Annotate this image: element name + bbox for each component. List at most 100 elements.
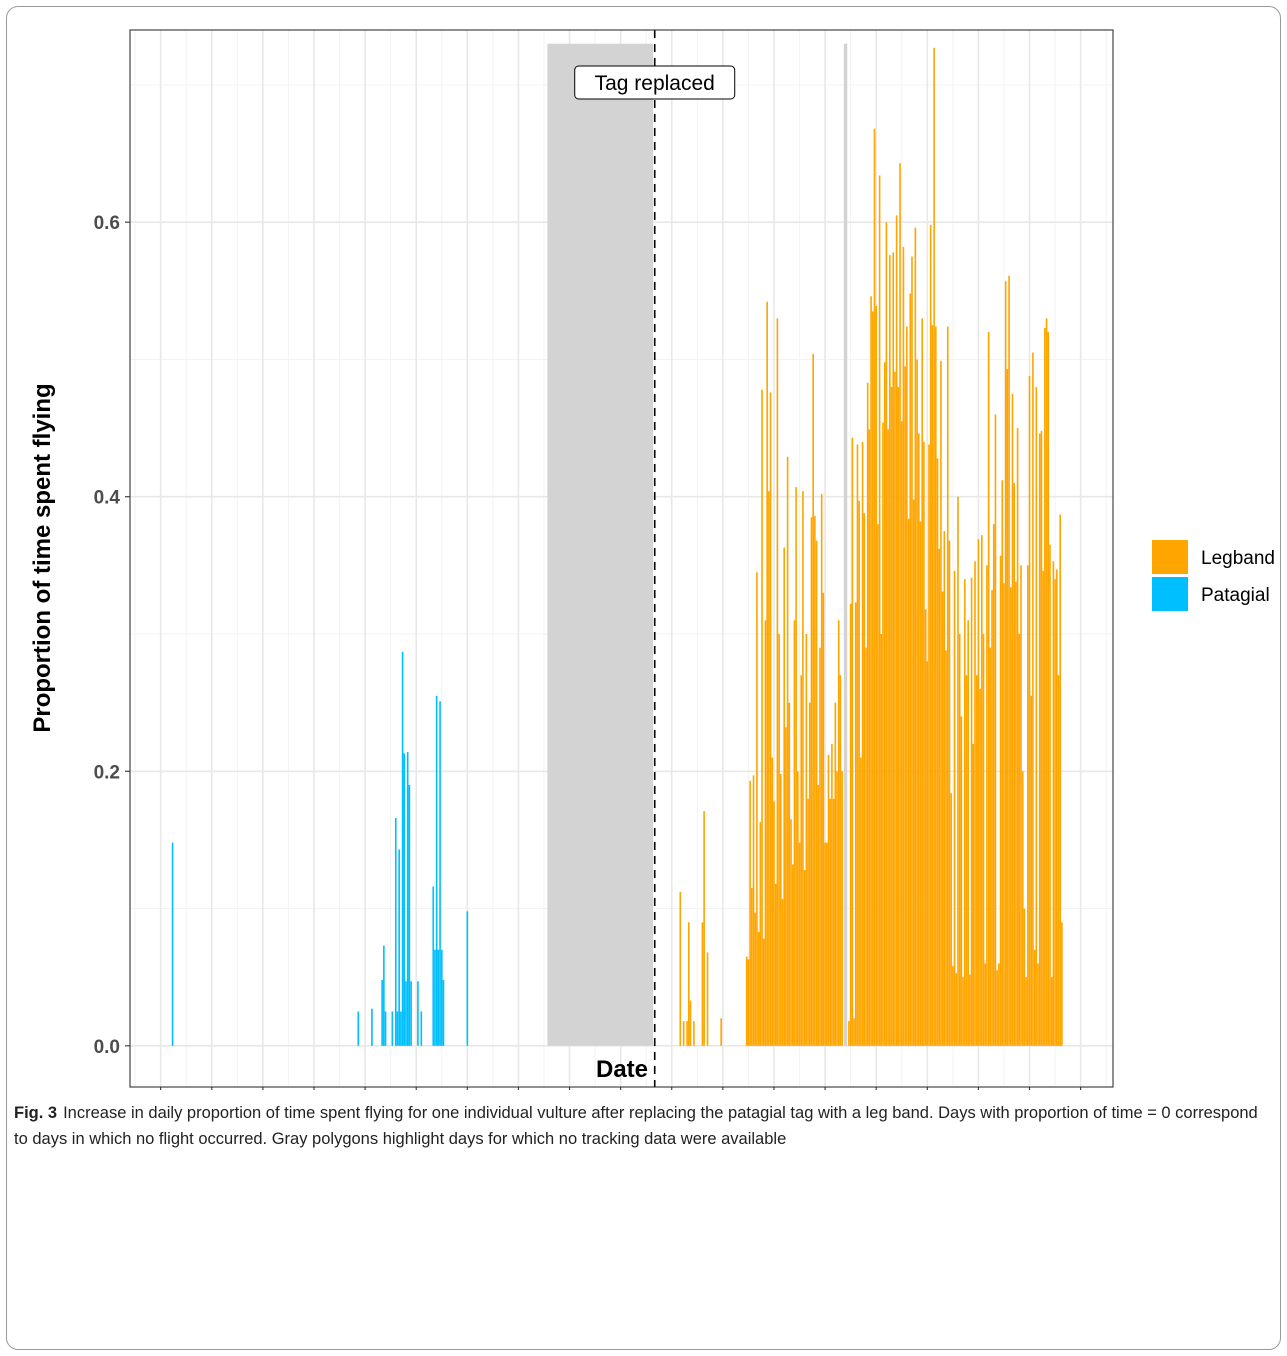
bar-legband xyxy=(967,620,969,1046)
bar-legband xyxy=(839,675,842,1046)
bar-legband xyxy=(924,609,927,1046)
bar-legband xyxy=(800,675,803,1046)
bar-legband xyxy=(986,565,988,1046)
bar-legband xyxy=(1009,587,1012,1046)
bar-legband xyxy=(917,433,920,1046)
bar-legband xyxy=(1061,922,1063,1046)
bar-legband xyxy=(970,577,973,1046)
bar-legband xyxy=(781,898,784,1046)
bar-legband xyxy=(812,353,814,1046)
bar-legband xyxy=(771,757,774,1046)
bar-legband xyxy=(802,491,804,1046)
bar-legband xyxy=(998,963,1000,1046)
bar-legband xyxy=(880,634,883,1046)
bar-patagial xyxy=(432,886,435,1046)
bar-patagial xyxy=(408,785,411,1046)
bar-patagial xyxy=(394,817,397,1046)
bar-legband xyxy=(909,293,912,1046)
caption-label: Fig. 3 xyxy=(14,1104,58,1122)
legend-key-patagial xyxy=(1152,577,1188,611)
bar-legband xyxy=(1044,327,1046,1046)
bar-patagial xyxy=(406,752,409,1046)
bar-legband xyxy=(878,175,881,1046)
bar-legband xyxy=(1050,977,1053,1046)
bar-legband xyxy=(1033,949,1036,1046)
bar-legband xyxy=(1013,483,1015,1046)
bar-legband xyxy=(868,429,871,1046)
bar-patagial xyxy=(391,1011,394,1046)
bar-legband xyxy=(1035,386,1038,1046)
bar-legband xyxy=(848,1021,850,1046)
bar-legband xyxy=(975,675,978,1046)
bar-legband xyxy=(965,675,968,1046)
bar-legband xyxy=(776,318,779,1046)
bar-legband xyxy=(686,1021,688,1046)
bar-legband xyxy=(931,325,934,1046)
bar-legband xyxy=(960,716,963,1046)
bar-legband xyxy=(749,780,751,1046)
bar-legband xyxy=(900,421,903,1046)
bar-legband xyxy=(1030,695,1033,1046)
bar-legband xyxy=(899,163,901,1046)
bar-legband xyxy=(687,922,690,1046)
bar-legband xyxy=(1032,352,1034,1046)
bar-patagial xyxy=(439,701,441,1046)
bar-legband xyxy=(837,620,840,1046)
bar-legband xyxy=(894,371,896,1046)
bar-legband xyxy=(933,47,935,1046)
figure-frame xyxy=(6,6,1281,1350)
bar-legband xyxy=(774,883,777,1046)
bar-legband xyxy=(873,128,876,1046)
bar-patagial xyxy=(410,981,412,1046)
bar-legband xyxy=(820,493,823,1046)
bar-legband xyxy=(1015,581,1017,1046)
y-tick-label: 0.6 xyxy=(94,213,120,234)
bar-legband xyxy=(860,757,862,1046)
bar-legband xyxy=(790,819,792,1046)
bar-legband xyxy=(759,822,762,1046)
bar-legband xyxy=(786,456,789,1046)
bar-legband xyxy=(720,1018,722,1046)
bar-legband xyxy=(979,688,981,1046)
bar-legband xyxy=(1047,332,1050,1046)
bar-legband xyxy=(761,389,763,1046)
flight-proportion-chart: Tag replaced 0.0 0.2 0.4 0.6 2018-03-052018… xyxy=(29,29,1275,1090)
bar-legband xyxy=(926,661,929,1046)
bar-legband xyxy=(994,414,997,1046)
bar-legband xyxy=(1028,375,1031,1046)
bar-legband xyxy=(834,702,837,1046)
bar-legband xyxy=(962,977,964,1046)
bar-legband xyxy=(991,590,993,1046)
bar-legband xyxy=(693,1021,695,1046)
bar-legband xyxy=(1037,963,1039,1046)
bar-legband xyxy=(849,603,852,1046)
bar-legband xyxy=(914,227,917,1046)
bar-legband xyxy=(1006,369,1009,1046)
legend-label-patagial: Patagial xyxy=(1201,585,1270,606)
y-axis: 0.0 0.2 0.4 0.6 xyxy=(94,213,130,1058)
bar-legband xyxy=(1059,514,1061,1046)
bar-legband xyxy=(1040,430,1043,1046)
bar-legband xyxy=(829,798,832,1046)
plot-border xyxy=(129,29,1114,1088)
bar-patagial xyxy=(171,842,174,1046)
bar-legband xyxy=(747,959,750,1046)
tag-replaced-label: Tag replaced xyxy=(595,72,715,95)
bar-legband xyxy=(1001,480,1004,1046)
bar-legband xyxy=(745,956,748,1046)
bar-legband xyxy=(1052,561,1055,1046)
bar-legband xyxy=(854,602,857,1046)
bar-legband xyxy=(1025,977,1027,1046)
bar-legband xyxy=(853,1018,855,1046)
bar-patagial xyxy=(403,753,406,1046)
bar-legband xyxy=(870,296,872,1046)
bar-legband xyxy=(989,647,992,1046)
bar-legband xyxy=(871,311,874,1046)
bar-legband xyxy=(863,513,866,1046)
bar-legband xyxy=(957,496,959,1046)
bar-patagial xyxy=(434,949,436,1046)
bar-legband xyxy=(769,392,772,1046)
bar-legband xyxy=(929,224,932,1046)
bar-legband xyxy=(824,842,826,1046)
bar-legband xyxy=(1042,570,1044,1046)
